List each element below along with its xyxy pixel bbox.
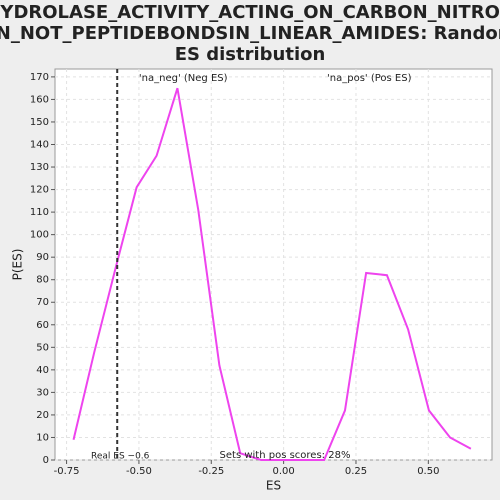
x-tick-label: 0.50 — [417, 466, 439, 477]
x-tick-label: -0.25 — [198, 466, 224, 477]
real-es-label: Real ES −0.6 — [91, 452, 150, 462]
y-tick-label: 60 — [36, 320, 49, 331]
x-tick-label: -0.50 — [126, 466, 152, 477]
x-tick-label: 0.25 — [345, 466, 367, 477]
x-tick-label: -0.75 — [54, 466, 80, 477]
footnote: Sets with pos scores: 28% — [220, 450, 351, 461]
y-axis-label: P(ES) — [11, 249, 25, 281]
annotation: 'na_neg' (Neg ES) — [139, 73, 228, 84]
y-tick-label: 120 — [30, 185, 49, 196]
chart-title: HYDROLASE_ACTIVITY_ACTING_ON_CARBON_NITR… — [0, 2, 500, 23]
y-tick-label: 160 — [30, 94, 49, 105]
y-tick-label: 150 — [30, 117, 49, 128]
y-tick-label: 80 — [36, 275, 49, 286]
y-tick-label: 50 — [36, 342, 49, 353]
y-tick-label: 170 — [30, 72, 49, 83]
y-tick-label: 140 — [30, 139, 49, 150]
y-tick-label: 40 — [36, 365, 49, 376]
chart-title: ES distribution — [175, 44, 326, 65]
chart-title: EN_NOT_PEPTIDEBONDSIN_LINEAR_AMIDES: Ran… — [0, 23, 500, 44]
y-tick-label: 0 — [43, 455, 49, 466]
y-tick-label: 110 — [30, 207, 49, 218]
y-tick-label: 20 — [36, 410, 49, 421]
y-tick-label: 100 — [30, 230, 49, 241]
y-tick-label: 70 — [36, 297, 49, 308]
annotation: 'na_pos' (Pos ES) — [327, 73, 412, 84]
plot-area — [54, 68, 493, 461]
y-tick-label: 10 — [36, 432, 49, 443]
y-tick-label: 90 — [36, 252, 49, 263]
y-tick-label: 30 — [36, 387, 49, 398]
y-tick-label: 130 — [30, 162, 49, 173]
line — [72, 87, 472, 461]
x-tick-label: 0.00 — [272, 466, 294, 477]
x-axis-label: ES — [266, 479, 281, 493]
